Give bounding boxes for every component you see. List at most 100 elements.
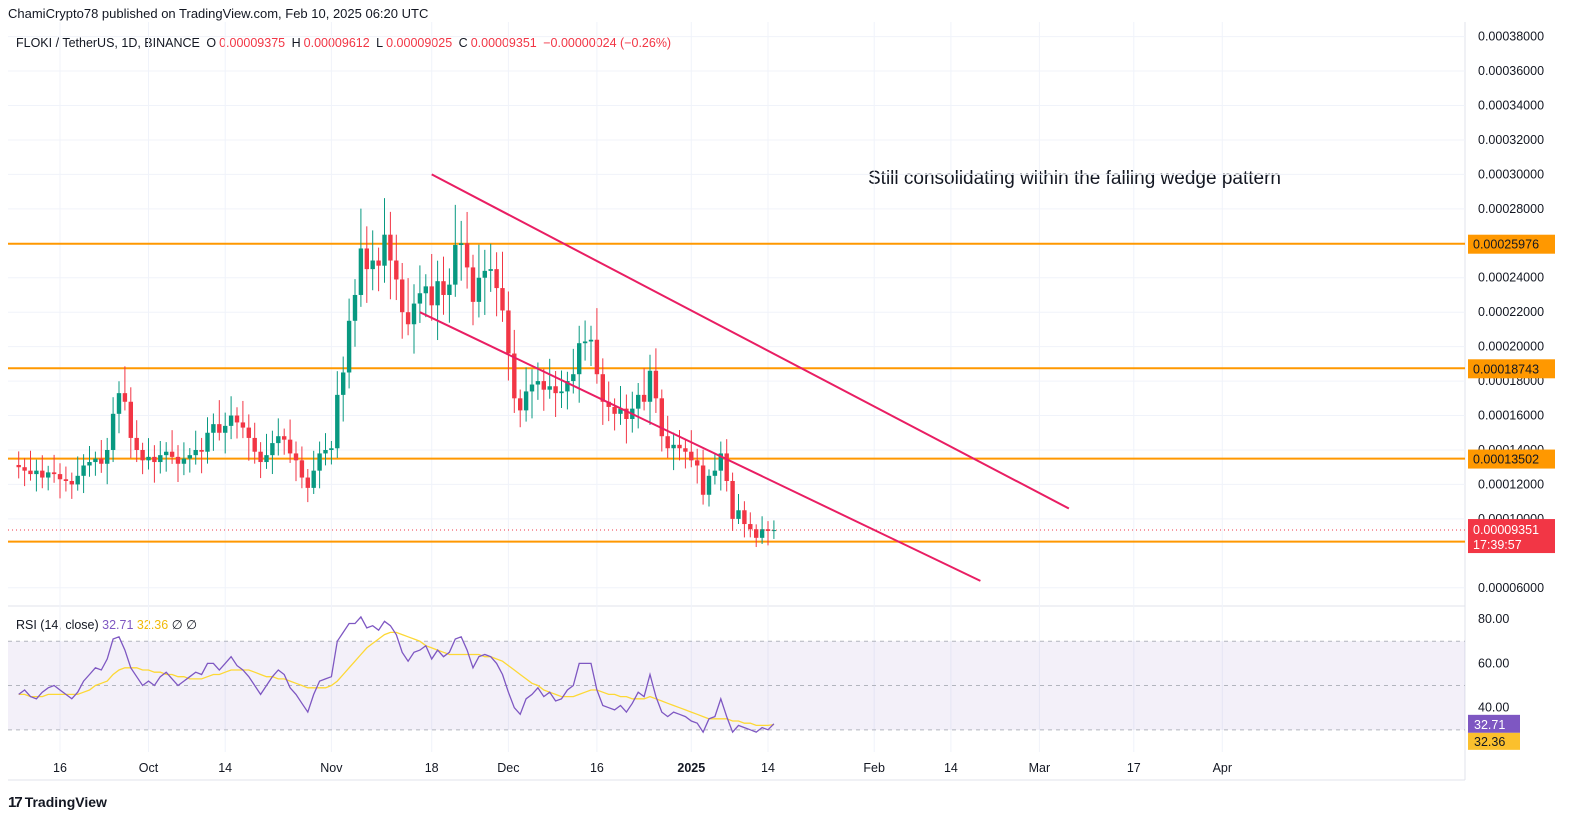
falling-wedge[interactable] (419, 173, 1070, 582)
candle (352, 279, 358, 347)
time-tick-label: 16 (53, 761, 67, 775)
rsi-title[interactable]: RSI (14, close) (16, 618, 99, 632)
candle-body (187, 455, 192, 459)
candle (205, 417, 210, 464)
candle-body (529, 384, 535, 392)
open-label: O (206, 36, 217, 50)
candle (541, 368, 546, 411)
candle (370, 230, 375, 291)
candle-body (512, 353, 517, 399)
candle (730, 472, 735, 531)
chart-annotation[interactable]: Still consolidating within the falling w… (868, 168, 1281, 189)
candle-body (246, 427, 251, 438)
low-label: L (376, 36, 384, 50)
change-value: −0.00000024 (−0.26%) (543, 36, 672, 50)
price-tick-label: 0.00038000 (1478, 30, 1544, 44)
candle-body (423, 286, 428, 294)
candle (346, 298, 352, 389)
candle-body (771, 530, 777, 532)
candle-body (541, 381, 546, 390)
candle (641, 368, 647, 411)
candle (677, 430, 682, 461)
candles (8, 198, 1465, 548)
candle-body (28, 470, 33, 475)
candle-body (211, 424, 216, 433)
candle (594, 308, 600, 384)
open-value: 0.00009375 (219, 36, 286, 50)
candle-body (323, 449, 328, 454)
candle (99, 439, 104, 473)
candle-body (276, 436, 281, 444)
candle (34, 459, 39, 492)
horizontal-levels[interactable] (8, 242, 1465, 543)
price-tick-label: 0.00012000 (1478, 477, 1544, 491)
candle-body (742, 510, 747, 525)
tradingview-logo[interactable]: 17 TradingView (8, 794, 107, 811)
candle (429, 253, 434, 321)
candle-body (653, 370, 659, 399)
candle (258, 442, 263, 479)
candle (63, 466, 69, 492)
candle (559, 370, 564, 409)
time-tick-label: Nov (320, 761, 343, 775)
candle (276, 418, 281, 456)
candle-body (46, 472, 51, 478)
candle-body (535, 381, 541, 385)
candle-body (134, 437, 139, 450)
candle-body (441, 281, 446, 295)
price-tick-label: 0.00036000 (1478, 64, 1544, 78)
candle-body (553, 386, 558, 394)
candle-body (122, 393, 128, 402)
time-tick-label: 14 (218, 761, 232, 775)
candle-body (718, 453, 723, 471)
rsi-legend: RSI (14, close) 32.71 32.36 ∅ ∅ (16, 617, 197, 632)
candle-body (470, 267, 476, 302)
candle (199, 437, 204, 474)
candle (329, 440, 334, 465)
candle-body (364, 248, 369, 270)
candle-body (500, 288, 505, 311)
candle-body (565, 381, 570, 392)
candle-body (282, 436, 287, 440)
price-tick-label: 0.00022000 (1478, 305, 1544, 319)
candle-body (199, 449, 204, 452)
candle (246, 414, 251, 461)
level-price-tag (1468, 359, 1555, 379)
candle (683, 438, 688, 469)
candle-body (606, 401, 611, 407)
price-tick-label: 0.00020000 (1478, 340, 1544, 354)
time-tick-label: Apr (1213, 761, 1232, 775)
candle-body (482, 270, 487, 278)
symbol-label[interactable]: FLOKI / TetherUS, 1D, BINANCE (16, 36, 200, 50)
candle (323, 433, 328, 466)
candle-body (287, 439, 293, 454)
candle (152, 445, 157, 483)
ohlc-legend: FLOKI / TetherUS, 1D, BINANCE O 0.0000937… (16, 36, 674, 50)
time-tick-label: 14 (761, 761, 775, 775)
high-value: 0.00009612 (303, 36, 370, 50)
price-labels: 0.000259760.000187430.000135020.00008681… (1468, 234, 1555, 750)
time-tick-label: 14 (944, 761, 958, 775)
candle-body (394, 260, 399, 280)
candle-body (754, 529, 759, 538)
candle-body (624, 408, 629, 419)
candle (22, 458, 27, 487)
candle (317, 441, 322, 489)
candle (523, 367, 529, 422)
candle (718, 441, 723, 491)
candle (252, 422, 257, 464)
candle-body (258, 451, 263, 463)
candle-body (317, 453, 322, 471)
candle (476, 244, 482, 318)
candle-body (158, 455, 163, 463)
candle-body (641, 394, 647, 402)
current-price-label: 0.00009351 (1473, 523, 1539, 537)
candle-body (270, 443, 275, 456)
candle (435, 260, 440, 341)
candle-body (110, 413, 116, 450)
close-value: 0.00009351 (470, 36, 537, 50)
candle-body (329, 448, 334, 450)
time-tick-label: Oct (139, 761, 159, 775)
candle-body (659, 398, 664, 437)
